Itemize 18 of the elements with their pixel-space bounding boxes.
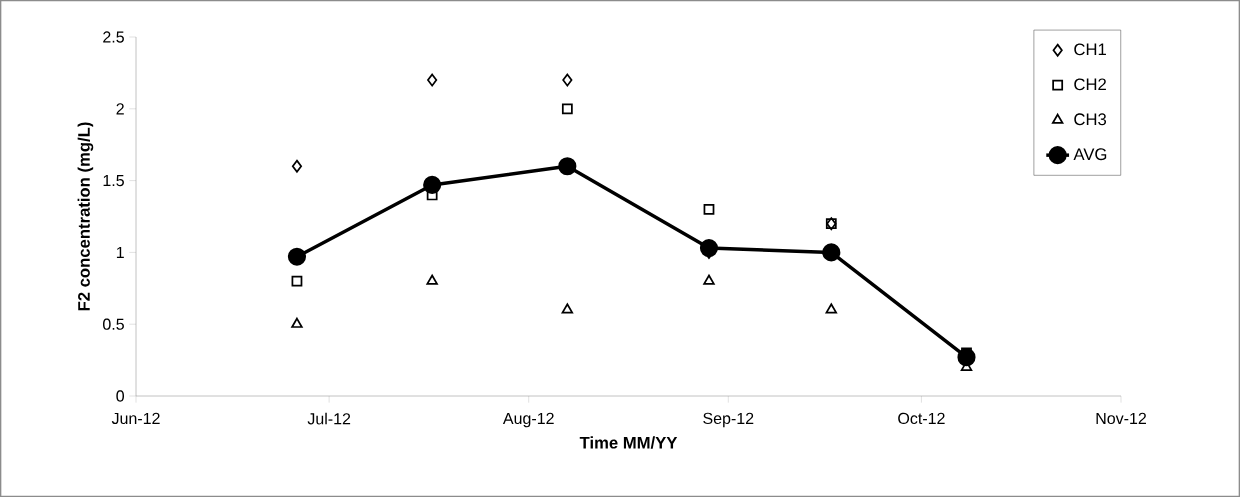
x-tick-label: Jun-12 — [111, 412, 160, 425]
x-tick-label: Sep-12 — [703, 412, 754, 428]
y-tick-label: 1.5 — [103, 175, 124, 187]
y-tick-label: 2.5 — [103, 31, 124, 43]
x-tick-label: Aug-12 — [502, 412, 554, 428]
y-tick-label: 2 — [116, 103, 124, 115]
legend-label: CH1 — [1074, 43, 1106, 56]
y-tick-label: 0.5 — [103, 318, 124, 330]
x-axis-title: Time MM/YY — [579, 436, 678, 449]
y-tick-label: 0 — [116, 390, 125, 402]
legend-label: CH2 — [1074, 78, 1106, 91]
x-tick-label: Jul-12 — [307, 412, 351, 425]
y-tick-label: 1 — [116, 246, 124, 258]
x-tick-label: Oct-12 — [898, 412, 945, 425]
y-axis-title: F2 concentration (mg/L) — [77, 122, 94, 311]
legend-label: AVG — [1073, 148, 1107, 161]
x-tick-label: Nov-12 — [1096, 412, 1146, 425]
legend-label: CH3 — [1074, 113, 1107, 126]
